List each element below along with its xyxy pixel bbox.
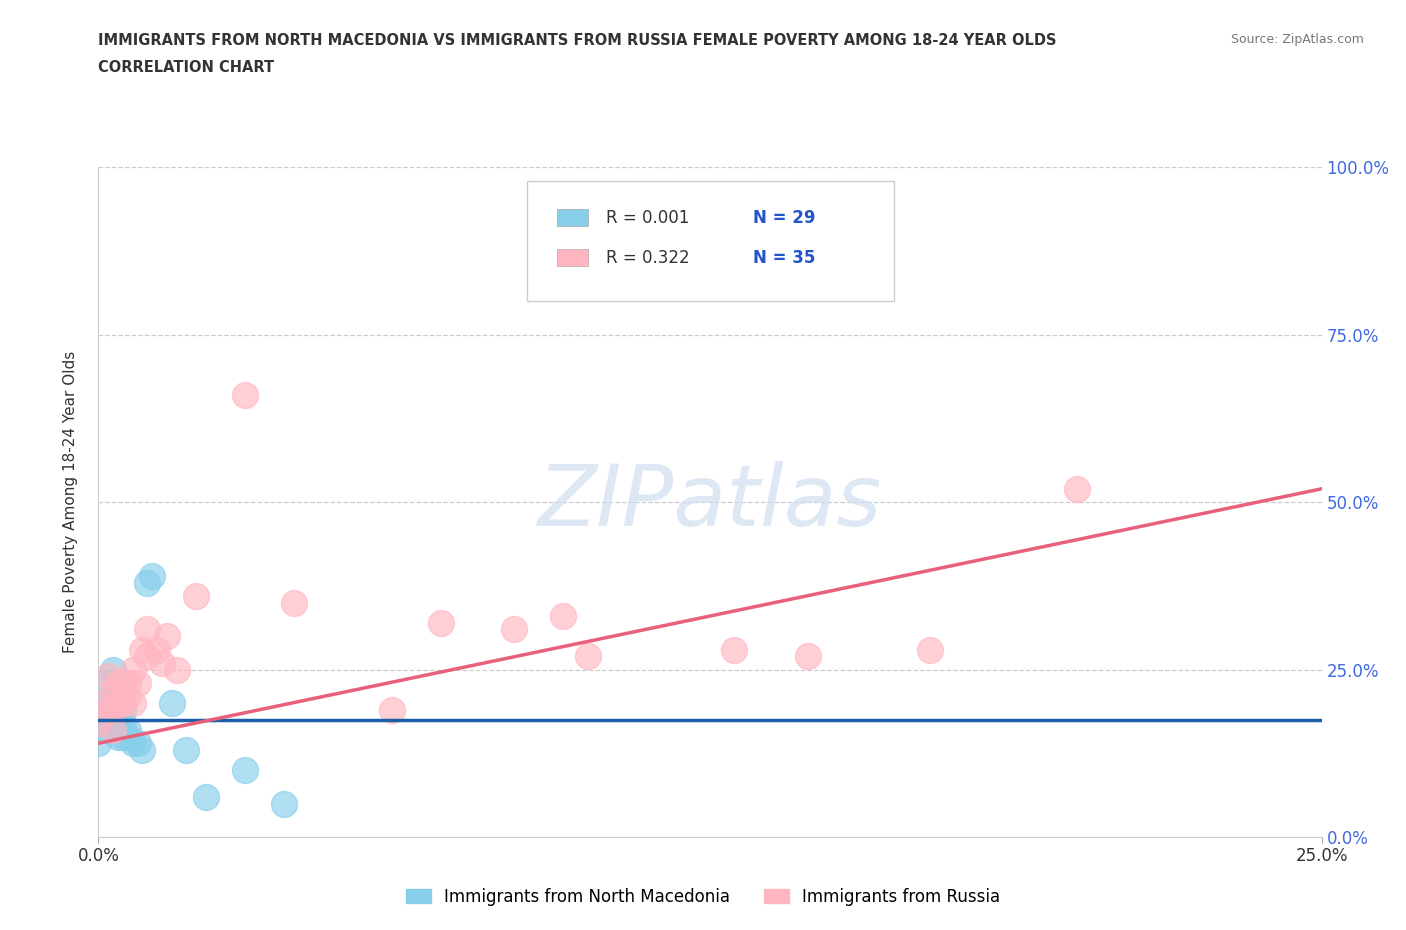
Point bbox=[186, 589, 208, 604]
Point bbox=[111, 696, 134, 711]
Point bbox=[283, 595, 305, 610]
Point bbox=[160, 696, 183, 711]
Text: CORRELATION CHART: CORRELATION CHART bbox=[98, 60, 274, 75]
Point bbox=[146, 642, 169, 657]
Point bbox=[117, 675, 139, 690]
Point bbox=[233, 388, 256, 403]
Point bbox=[136, 622, 159, 637]
Point bbox=[723, 642, 745, 657]
Point bbox=[141, 568, 163, 583]
Text: N = 35: N = 35 bbox=[752, 249, 815, 267]
Point bbox=[121, 736, 143, 751]
Text: Source: ZipAtlas.com: Source: ZipAtlas.com bbox=[1230, 33, 1364, 46]
Text: ZIPatlas: ZIPatlas bbox=[538, 460, 882, 544]
Point bbox=[107, 696, 129, 711]
Point bbox=[87, 716, 110, 731]
Point bbox=[121, 662, 143, 677]
Point bbox=[503, 622, 526, 637]
Point bbox=[101, 683, 124, 698]
Point bbox=[97, 696, 120, 711]
Point bbox=[553, 608, 575, 623]
Point bbox=[91, 716, 114, 731]
Point bbox=[111, 729, 134, 744]
Point bbox=[233, 763, 256, 777]
Point bbox=[91, 696, 114, 711]
Point bbox=[107, 729, 129, 744]
FancyBboxPatch shape bbox=[557, 249, 588, 266]
Point bbox=[195, 790, 218, 804]
Point bbox=[111, 702, 134, 717]
Point bbox=[127, 736, 149, 751]
Point bbox=[156, 629, 179, 644]
Point bbox=[97, 723, 120, 737]
Point bbox=[117, 729, 139, 744]
Text: IMMIGRANTS FROM NORTH MACEDONIA VS IMMIGRANTS FROM RUSSIA FEMALE POVERTY AMONG 1: IMMIGRANTS FROM NORTH MACEDONIA VS IMMIG… bbox=[98, 33, 1057, 47]
Point bbox=[136, 649, 159, 664]
Point bbox=[920, 642, 942, 657]
Point bbox=[381, 702, 404, 717]
Point bbox=[430, 616, 453, 631]
Text: R = 0.322: R = 0.322 bbox=[606, 249, 690, 267]
Point bbox=[797, 649, 820, 664]
Point bbox=[101, 716, 124, 731]
Point bbox=[176, 742, 198, 757]
Point bbox=[107, 675, 129, 690]
Point bbox=[121, 696, 143, 711]
Y-axis label: Female Poverty Among 18-24 Year Olds: Female Poverty Among 18-24 Year Olds bbox=[63, 352, 77, 654]
Point bbox=[111, 716, 134, 731]
Point bbox=[101, 723, 124, 737]
Point bbox=[136, 575, 159, 590]
Point bbox=[87, 716, 110, 731]
Text: N = 29: N = 29 bbox=[752, 208, 815, 227]
Point bbox=[107, 696, 129, 711]
Point bbox=[97, 709, 120, 724]
Point bbox=[117, 689, 139, 704]
Point bbox=[101, 702, 124, 717]
Point bbox=[107, 709, 129, 724]
Point bbox=[576, 649, 599, 664]
Point bbox=[1066, 482, 1088, 497]
Point bbox=[131, 642, 153, 657]
Legend: Immigrants from North Macedonia, Immigrants from Russia: Immigrants from North Macedonia, Immigra… bbox=[399, 881, 1007, 912]
Point bbox=[91, 696, 114, 711]
Point bbox=[117, 723, 139, 737]
Point bbox=[111, 675, 134, 690]
FancyBboxPatch shape bbox=[526, 180, 894, 301]
Point bbox=[101, 662, 124, 677]
Point bbox=[91, 675, 114, 690]
Point bbox=[131, 742, 153, 757]
Point bbox=[150, 656, 173, 671]
Point bbox=[87, 736, 110, 751]
Point bbox=[166, 662, 188, 677]
FancyBboxPatch shape bbox=[557, 209, 588, 226]
Point bbox=[101, 689, 124, 704]
Point bbox=[97, 702, 120, 717]
Text: R = 0.001: R = 0.001 bbox=[606, 208, 689, 227]
Point bbox=[273, 796, 295, 811]
Point bbox=[97, 669, 120, 684]
Point bbox=[127, 675, 149, 690]
